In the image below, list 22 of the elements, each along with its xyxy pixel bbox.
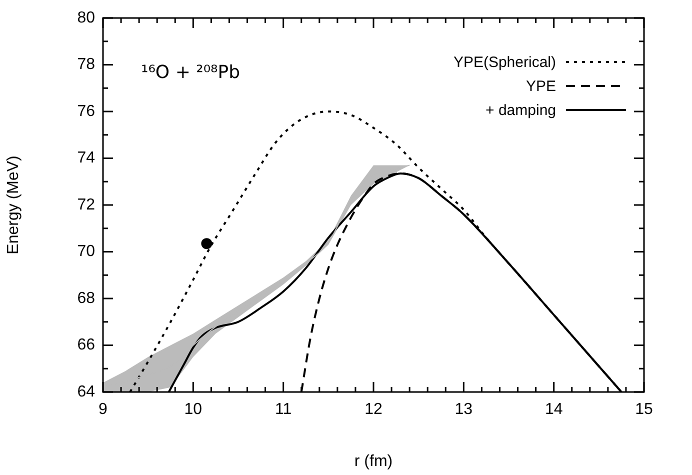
- y-tick-label: 76: [77, 102, 96, 120]
- y-tick-label: 66: [77, 336, 96, 354]
- x-tick-label: 11: [275, 401, 292, 418]
- legend-label: YPE: [526, 78, 556, 95]
- x-tick-label: 9: [98, 401, 108, 418]
- y-tick-label: 74: [77, 150, 96, 167]
- x-tick-label: 14: [544, 401, 563, 418]
- y-tick-label: 78: [77, 56, 96, 74]
- legend-label: YPE(Spherical): [453, 54, 556, 71]
- x-tick-label: 10: [184, 401, 202, 418]
- y-tick-label: 72: [77, 196, 96, 214]
- y-tick-label: 64: [77, 383, 96, 400]
- x-tick-label: 12: [364, 401, 382, 418]
- x-tick-label: 15: [635, 401, 653, 418]
- y-tick-label: 80: [77, 9, 96, 26]
- annotation: ¹⁶O + ²⁰⁸Pb: [141, 62, 240, 83]
- y-tick-label: 68: [77, 290, 96, 307]
- y-tick-label: 70: [77, 243, 96, 260]
- legend-label: + damping: [486, 102, 556, 119]
- x-axis-title: r (fm): [354, 452, 393, 470]
- x-tick-label: 13: [454, 401, 473, 418]
- y-axis-title: Energy (MeV): [5, 156, 22, 254]
